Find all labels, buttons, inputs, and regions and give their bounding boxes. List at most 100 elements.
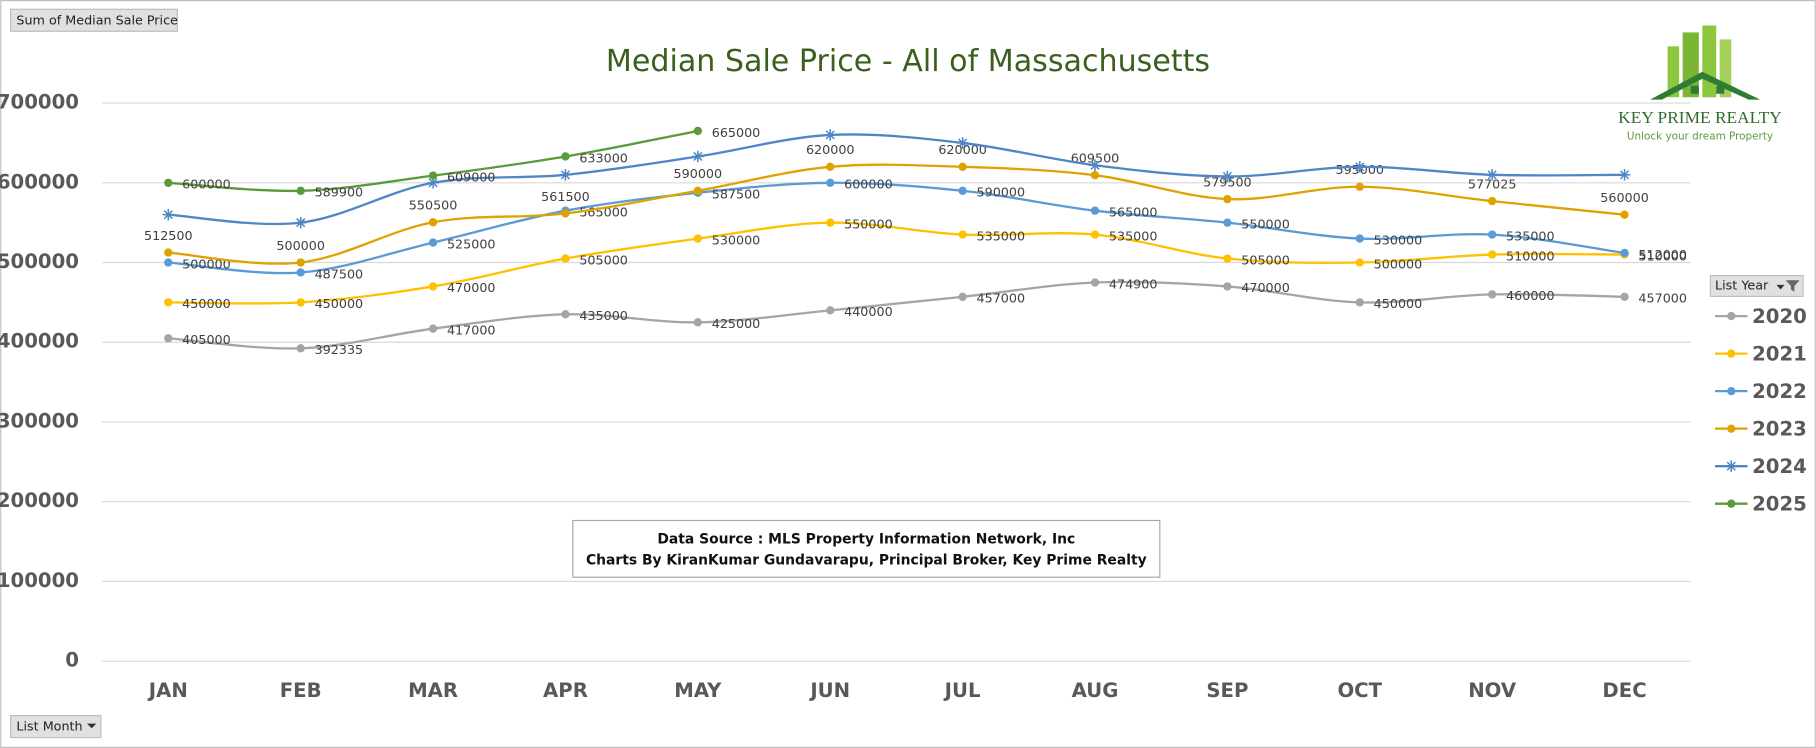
annotation-box: Data Source : MLS Property Information N… (572, 519, 1161, 578)
x-tick-label: SEP (1206, 679, 1248, 702)
legend-entry[interactable]: 2021 (1715, 342, 1807, 365)
legend-entry[interactable]: 2024 (1715, 455, 1807, 478)
data-label: 550000 (1241, 217, 1290, 232)
data-label: 550500 (409, 199, 458, 214)
data-point (693, 234, 703, 243)
data-point (164, 334, 173, 343)
data-point (294, 216, 307, 229)
data-label: 620000 (938, 143, 987, 158)
data-label: 665000 (712, 126, 761, 141)
data-point (826, 218, 835, 227)
data-point (956, 137, 969, 149)
y-tick-label: 200000 (0, 489, 79, 512)
data-point (826, 178, 835, 187)
data-label: 565000 (1109, 206, 1158, 221)
data-label: 450000 (1374, 297, 1423, 312)
x-tick-label: MAR (408, 679, 458, 702)
legend-header[interactable]: List Year (1709, 275, 1804, 297)
x-tick-label: AUG (1072, 679, 1119, 702)
data-label: 460000 (1506, 289, 1555, 304)
data-label: 450000 (315, 297, 364, 312)
data-label: 500000 (1374, 257, 1423, 272)
series-line (168, 133, 1625, 226)
legend-entry[interactable]: 2022 (1715, 380, 1807, 403)
data-point (296, 344, 305, 353)
y-tick-label: 100000 (0, 569, 79, 592)
data-point (826, 306, 835, 315)
series-line (168, 181, 1625, 275)
data-label: 589900 (315, 186, 364, 201)
data-label: 440000 (844, 305, 893, 320)
field-button-label: Sum of Median Sale Price (16, 13, 178, 28)
data-point (561, 310, 570, 319)
data-point (1486, 169, 1498, 181)
axis-button[interactable]: List Month (10, 715, 102, 739)
data-label: 457000 (1638, 292, 1687, 307)
data-point (428, 171, 438, 180)
data-label: 577025 (1468, 177, 1517, 192)
grid (102, 102, 1691, 662)
data-label: 587500 (712, 188, 761, 203)
legend-entry[interactable]: 2025 (1715, 492, 1807, 515)
legend-label: 2022 (1752, 380, 1807, 403)
series: 600000 589900 609000 633000 665000 (164, 126, 760, 201)
data-label: 510000 (1506, 249, 1555, 264)
y-tick-label: 500000 (0, 250, 79, 273)
data-label: 505000 (1241, 253, 1290, 268)
data-label: 579500 (1203, 175, 1252, 190)
data-point (296, 258, 305, 267)
legend-title: List Year (1715, 279, 1769, 294)
x-tick-label: OCT (1337, 679, 1382, 702)
annotation-line: Data Source : MLS Property Information N… (657, 532, 1075, 548)
data-label: 405000 (182, 333, 231, 348)
data-point (561, 209, 570, 218)
data-point (1618, 169, 1631, 181)
data-point (958, 162, 967, 172)
data-point (1090, 278, 1100, 287)
x-tick-label: JUN (808, 679, 850, 702)
data-label: 550000 (844, 217, 893, 232)
data-point (1355, 258, 1364, 267)
series: 405000 392335 417000 435000 425000 440000 4570… (164, 277, 1687, 358)
legend-label: 2023 (1752, 417, 1807, 440)
data-point (692, 150, 704, 163)
data-point (824, 129, 837, 141)
data-point (693, 318, 703, 327)
data-point (1487, 230, 1497, 239)
series-line (168, 163, 1625, 265)
data-label: 535000 (1109, 229, 1158, 244)
series: 450000 450000 470000 505000 530000 550000 5350… (164, 217, 1687, 312)
legend-entry[interactable]: 2023 (1715, 417, 1807, 440)
data-point (164, 298, 173, 307)
data-point (164, 178, 173, 187)
x-tick-label: JAN (147, 679, 188, 702)
x-tick-label: NOV (1468, 679, 1517, 702)
series: 500000 487500 525000 565000 587500 600000 5900… (164, 178, 1687, 282)
data-point (693, 186, 703, 195)
legend-entry[interactable]: 2020 (1715, 305, 1807, 328)
data-label: 535000 (1506, 229, 1555, 244)
y-tick-label: 300000 (0, 409, 79, 432)
data-point (958, 186, 967, 195)
legend-marker (1727, 499, 1736, 508)
data-point (296, 268, 305, 277)
data-point (1223, 194, 1232, 204)
series-line (168, 280, 1625, 350)
data-label: 417000 (447, 324, 496, 339)
y-tick-label: 0 (65, 649, 79, 672)
data-point (559, 169, 572, 181)
data-label: 525000 (447, 237, 496, 252)
field-button[interactable]: Sum of Median Sale Price (10, 8, 178, 32)
data-point (428, 238, 438, 247)
data-point (162, 208, 175, 221)
data-point (1353, 161, 1366, 173)
data-point (693, 126, 703, 136)
annotation-line: Charts By KiranKumar Gundavarapu, Princi… (586, 552, 1147, 568)
data-label: 435000 (579, 309, 628, 324)
data-label: 425000 (712, 317, 761, 332)
data-label: 470000 (1241, 281, 1290, 296)
data-label: 535000 (977, 229, 1026, 244)
